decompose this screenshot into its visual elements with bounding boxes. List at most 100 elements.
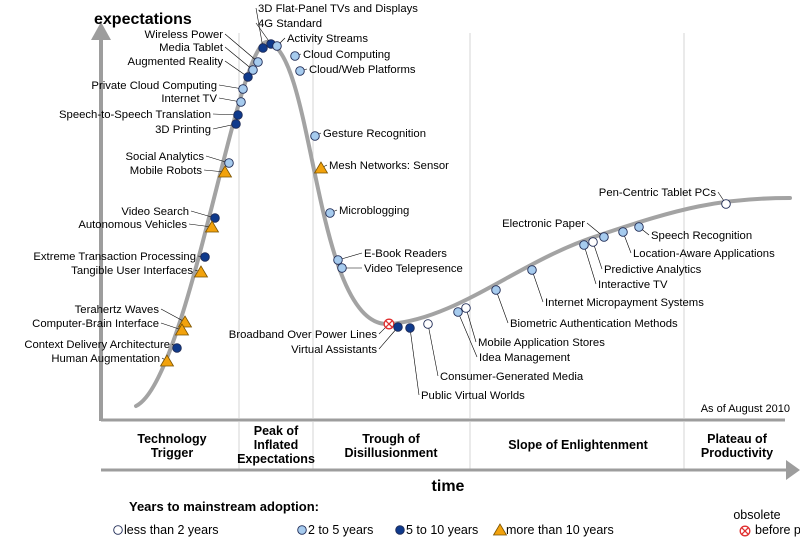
- phase-label-slope-of-enlightenment: Slope of Enlightenment: [508, 438, 648, 452]
- marker-electronic-paper: [599, 232, 609, 242]
- phase-label-technology-trigger: Technology Trigger: [137, 432, 206, 460]
- label-video-telepresence: Video Telepresence: [364, 263, 463, 275]
- leader-computer-brain-interface: [160, 322, 183, 331]
- label-social-analytics: Social Analytics: [126, 151, 205, 163]
- legend-label-obsolete-2: before plateau: [755, 523, 800, 537]
- label-4g-standard: 4G Standard: [258, 18, 322, 30]
- label-wireless-power: Wireless Power: [145, 29, 224, 41]
- legend-label-2to5: 2 to 5 years: [308, 523, 373, 537]
- legend-label-5to10: 5 to 10 years: [406, 523, 478, 537]
- leader-consumer-generated-media: [427, 323, 439, 377]
- hype-curve: [134, 40, 792, 408]
- marker-speech-recognition: [634, 222, 644, 232]
- marker-video-search: [210, 213, 220, 223]
- marker-activity-streams: [272, 41, 282, 51]
- label-cloud-computing: Cloud Computing: [303, 49, 390, 61]
- marker-video-telepresence: [337, 263, 347, 273]
- marker-media-tablet: [248, 65, 258, 75]
- marker-computer-brain-interface: [174, 323, 190, 336]
- label-extreme-transaction-processing: Extreme Transaction Processing: [33, 251, 196, 263]
- marker-tangible-user-interfaces: [193, 265, 209, 278]
- label-predictive-analytics: Predictive Analytics: [604, 264, 702, 276]
- marker-virtual-assistants: [393, 322, 403, 332]
- legend-marker-obsolete: [739, 525, 751, 537]
- leader-idea-management: [457, 311, 478, 358]
- label-3d-flat-panel-tvs-and-displays: 3D Flat-Panel TVs and Displays: [258, 3, 418, 15]
- label-microblogging: Microblogging: [339, 205, 409, 217]
- marker-broadband-over-power-lines: [383, 318, 395, 330]
- label-mobile-application-stores: Mobile Application Stores: [478, 337, 605, 349]
- technology-markers: [159, 39, 731, 367]
- leader-wireless-power: [224, 33, 259, 63]
- marker-predictive-analytics: [588, 237, 598, 247]
- leader-interactive-tv: [583, 244, 597, 285]
- phase-label-plateau-of-productivity: Plateau of Productivity: [701, 432, 773, 460]
- label-broadband-over-power-lines: Broadband Over Power Lines: [229, 329, 378, 341]
- marker-microblogging: [325, 208, 335, 218]
- leader-media-tablet: [224, 46, 254, 71]
- leader-public-virtual-worlds: [409, 327, 420, 396]
- label-autonomous-vehicles: Autonomous Vehicles: [78, 219, 187, 231]
- marker-public-virtual-worlds: [405, 323, 415, 333]
- marker-biometric-authentication-methods: [491, 285, 501, 295]
- label-augmented-reality: Augmented Reality: [128, 56, 224, 68]
- marker-wireless-power: [253, 57, 263, 67]
- leader-biometric-authentication-methods: [495, 289, 509, 324]
- label-cloud-web-platforms: Cloud/Web Platforms: [309, 64, 416, 76]
- marker-pen-centric-tablet-pcs: [721, 199, 731, 209]
- marker-location-aware-applications: [618, 227, 628, 237]
- marker-human-augmentation: [159, 354, 175, 367]
- label-speech-recognition: Speech Recognition: [651, 230, 752, 242]
- label-interactive-tv: Interactive TV: [598, 279, 668, 291]
- marker-consumer-generated-media: [423, 319, 433, 329]
- label-electronic-paper: Electronic Paper: [502, 218, 585, 230]
- marker-cloud-computing: [290, 51, 300, 61]
- label-context-delivery-architecture: Context Delivery Architecture: [24, 339, 170, 351]
- label-pen-centric-tablet-pcs: Pen-Centric Tablet PCs: [599, 187, 717, 199]
- label-video-search: Video Search: [121, 206, 189, 218]
- legend: Years to mainstream adoption: less than 2…: [113, 499, 800, 537]
- label-gesture-recognition: Gesture Recognition: [323, 128, 426, 140]
- label-tangible-user-interfaces: Tangible User Interfaces: [71, 265, 193, 277]
- marker-internet-tv: [236, 97, 246, 107]
- label-terahertz-waves: Terahertz Waves: [75, 304, 160, 316]
- legend-label-gt10: more than 10 years: [506, 523, 614, 537]
- marker-3d-flat-panel-tvs-and-displays: [258, 43, 268, 53]
- leader-virtual-assistants: [378, 326, 399, 350]
- label-consumer-generated-media: Consumer-Generated Media: [440, 371, 584, 383]
- legend-marker-gt10: [492, 523, 508, 536]
- phase-labels: Technology Trigger Peak of Inflated Expectat…: [137, 424, 773, 466]
- marker-augmented-reality: [243, 72, 253, 82]
- marker-autonomous-vehicles: [204, 220, 220, 233]
- y-axis-label: expectations: [94, 11, 192, 28]
- marker-idea-management: [453, 307, 463, 317]
- label-mesh-networks-sensor: Mesh Networks: Sensor: [329, 160, 449, 172]
- marker-private-cloud-computing: [238, 84, 248, 94]
- legend-marker-5to10: [395, 525, 405, 535]
- label-location-aware-applications: Location-Aware Applications: [633, 248, 775, 260]
- x-axis-arrow: [786, 460, 800, 480]
- leader-internet-micropayment-systems: [531, 269, 544, 303]
- leader-autonomous-vehicles: [188, 223, 213, 228]
- label-e-book-readers: E-Book Readers: [364, 248, 447, 260]
- marker-internet-micropayment-systems: [527, 265, 537, 275]
- label-media-tablet: Media Tablet: [159, 42, 224, 54]
- as-of-label: As of August 2010: [701, 403, 790, 415]
- technology-labels: 3D Flat-Panel TVs and Displays 4G Standar…: [24, 3, 775, 402]
- marker-interactive-tv: [579, 240, 589, 250]
- leader-mobile-application-stores: [465, 307, 477, 343]
- label-human-augmentation: Human Augmentation: [51, 353, 160, 365]
- legend-marker-2to5: [297, 525, 307, 535]
- y-axis-arrow: [91, 22, 111, 40]
- phase-label-trough-of-disillusionment: Trough of Disillusionment: [344, 432, 438, 460]
- marker-mobile-robots: [217, 165, 233, 178]
- label-biometric-authentication-methods: Biometric Authentication Methods: [510, 318, 678, 330]
- marker-extreme-transaction-processing: [200, 252, 210, 262]
- marker-context-delivery-architecture: [172, 343, 182, 353]
- label-idea-management: Idea Management: [479, 352, 571, 364]
- marker-social-analytics: [224, 158, 234, 168]
- label-private-cloud-computing: Private Cloud Computing: [91, 80, 217, 92]
- marker-mesh-networks-sensor: [313, 161, 329, 174]
- label-speech-to-speech-translation: Speech-to-Speech Translation: [59, 109, 211, 121]
